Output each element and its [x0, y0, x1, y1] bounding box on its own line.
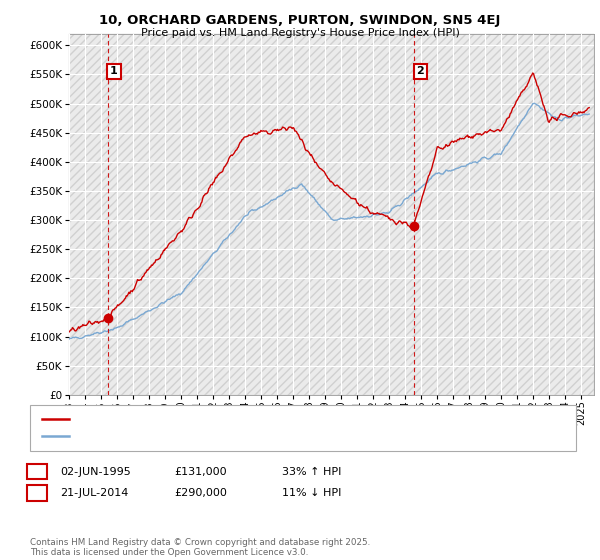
- Text: 11% ↓ HPI: 11% ↓ HPI: [282, 488, 341, 498]
- Text: 10, ORCHARD GARDENS, PURTON, SWINDON, SN5 4EJ: 10, ORCHARD GARDENS, PURTON, SWINDON, SN…: [100, 14, 500, 27]
- Text: £290,000: £290,000: [174, 488, 227, 498]
- Text: Price paid vs. HM Land Registry's House Price Index (HPI): Price paid vs. HM Land Registry's House …: [140, 28, 460, 38]
- Text: 1: 1: [110, 67, 118, 77]
- Text: 02-JUN-1995: 02-JUN-1995: [60, 466, 131, 477]
- Text: £131,000: £131,000: [174, 466, 227, 477]
- Text: 2: 2: [416, 67, 424, 77]
- Text: 2: 2: [33, 486, 41, 500]
- Text: Contains HM Land Registry data © Crown copyright and database right 2025.
This d: Contains HM Land Registry data © Crown c…: [30, 538, 370, 557]
- Text: 21-JUL-2014: 21-JUL-2014: [60, 488, 128, 498]
- Text: 33% ↑ HPI: 33% ↑ HPI: [282, 466, 341, 477]
- Text: 10, ORCHARD GARDENS, PURTON, SWINDON, SN5 4EJ (detached house): 10, ORCHARD GARDENS, PURTON, SWINDON, SN…: [75, 414, 451, 424]
- Text: 1: 1: [33, 465, 41, 478]
- Text: HPI: Average price, detached house, Wiltshire: HPI: Average price, detached house, Wilt…: [75, 431, 314, 441]
